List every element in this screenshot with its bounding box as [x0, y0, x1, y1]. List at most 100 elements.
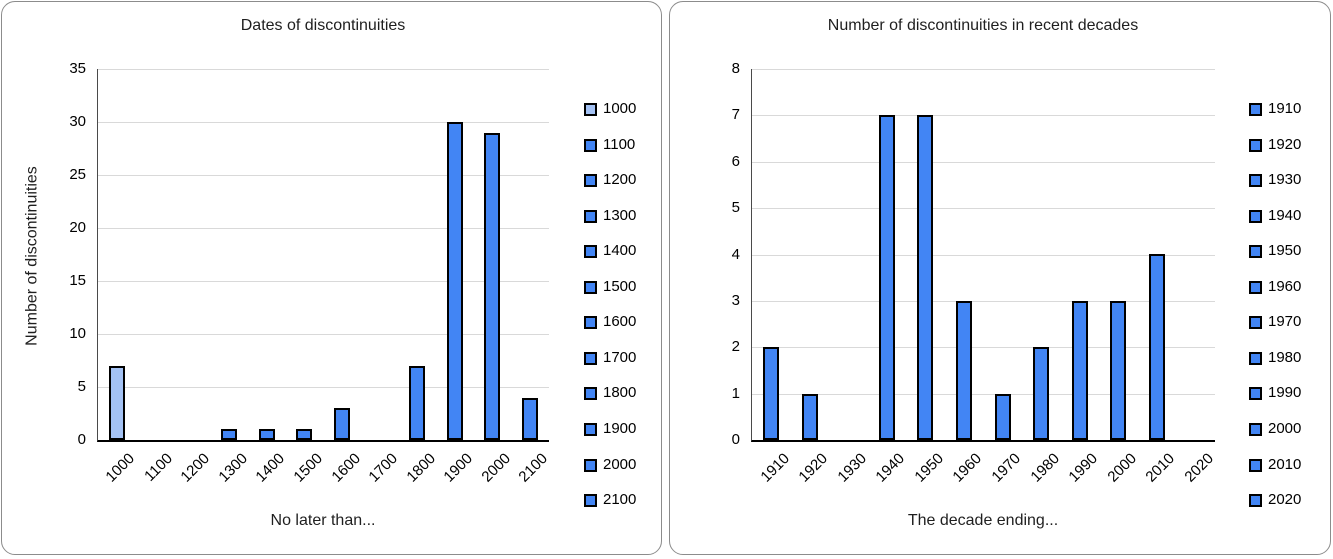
y-tick-label: 35 [69, 60, 86, 77]
legend-item-1700: 1700 [584, 348, 636, 368]
legend-swatch [1249, 102, 1262, 116]
chart-canvas: 0 5 10 15 20 25 30 35 1000 1100 1200 1300 1400 1500 16… [2, 2, 661, 554]
legend-label: 1500 [603, 278, 637, 295]
bar-2010 [1149, 254, 1165, 440]
legend-swatch [584, 244, 597, 258]
legend-swatch [584, 173, 597, 187]
chart-canvas: 0 1 2 3 4 5 6 7 8 1910 1920 1930 1940 1950 1960 1970 198… [670, 2, 1330, 554]
legend-swatch [584, 102, 597, 116]
legend-swatch [1249, 315, 1262, 329]
gridline [98, 281, 549, 282]
legend-label: 1700 [603, 349, 637, 366]
legend-label: 2100 [603, 491, 637, 508]
legend-label: 1930 [1268, 171, 1302, 188]
y-tick-label: 1 [731, 385, 740, 402]
legend-label: 1900 [603, 420, 637, 437]
bar-1300 [221, 429, 237, 440]
legend-label: 1100 [603, 136, 636, 153]
plot-area [751, 69, 1215, 442]
y-tick-label: 30 [69, 113, 86, 130]
x-axis-title: No later than... [270, 512, 376, 529]
legend-swatch [584, 458, 597, 472]
legend-swatch [584, 280, 597, 294]
legend-item-2020: 2020 [1249, 490, 1301, 510]
legend-swatch [584, 386, 597, 400]
gridline [752, 301, 1215, 302]
legend-swatch [584, 422, 597, 436]
bar-1970 [995, 394, 1011, 440]
y-tick-label: 10 [69, 325, 86, 342]
gridline [98, 228, 549, 229]
legend-item-1940: 1940 [1249, 206, 1301, 226]
chart-title: Dates of discontinuities [240, 17, 406, 34]
legend-label: 1910 [1268, 100, 1302, 117]
bar-1600 [334, 408, 350, 440]
legend-swatch [1249, 386, 1262, 400]
y-tick-label: 20 [69, 219, 86, 236]
bar-1000 [109, 366, 125, 440]
legend-swatch [584, 493, 597, 507]
bar-1800 [409, 366, 425, 440]
legend-item-1600: 1600 [584, 312, 636, 332]
bar-1400 [259, 429, 275, 440]
bar-1950 [917, 115, 933, 440]
legend-label: 1990 [1268, 384, 1302, 401]
legend-label: 1200 [603, 171, 637, 188]
gridline [752, 255, 1215, 256]
legend-label: 1940 [1268, 207, 1302, 224]
bar-1990 [1072, 301, 1088, 440]
gridline [98, 122, 549, 123]
legend-item-1300: 1300 [584, 206, 636, 226]
y-tick-label: 15 [69, 272, 86, 289]
gridline [98, 175, 549, 176]
legend-swatch [1249, 138, 1262, 152]
legend-label: 1980 [1268, 349, 1302, 366]
bar-1900 [447, 122, 463, 440]
legend-swatch [584, 315, 597, 329]
legend-swatch [584, 209, 597, 223]
y-tick-label: 0 [77, 431, 86, 448]
legend-label: 1800 [603, 384, 637, 401]
gridline [98, 69, 549, 70]
legend-item-1000: 1000 [584, 99, 636, 119]
legend-label: 1970 [1268, 313, 1302, 330]
legend-swatch [1249, 209, 1262, 223]
legend-swatch [1249, 173, 1262, 187]
legend-item-1910: 1910 [1249, 99, 1301, 119]
legend-swatch [584, 351, 597, 365]
y-tick-label: 7 [731, 106, 740, 123]
legend-label: 1950 [1268, 242, 1302, 259]
bar-1960 [956, 301, 972, 440]
y-tick-label: 5 [77, 378, 86, 395]
bar-1910 [763, 347, 779, 440]
legend-swatch [1249, 280, 1262, 294]
gridline [752, 394, 1215, 395]
legend-label: 1000 [603, 100, 637, 117]
legend-item-1930: 1930 [1249, 170, 1301, 190]
legend-label: 2020 [1268, 491, 1302, 508]
legend-label: 1600 [603, 313, 637, 330]
legend-swatch [1249, 244, 1262, 258]
gridline [98, 334, 549, 335]
legend-item-1900: 1900 [584, 419, 636, 439]
legend-item-1200: 1200 [584, 170, 636, 190]
legend-item-2010: 2010 [1249, 455, 1301, 475]
legend-item-1980: 1980 [1249, 348, 1301, 368]
y-tick-label: 0 [731, 431, 740, 448]
legend-swatch [1249, 493, 1262, 507]
legend-label: 2000 [1268, 420, 1302, 437]
y-tick-label: 5 [731, 199, 740, 216]
chart-card-dates-of-discontinuities[interactable]: Dates of discontinuities Number of disco… [1, 1, 662, 555]
legend-item-1100: 1100 [584, 135, 635, 155]
legend-label: 1960 [1268, 278, 1302, 295]
x-axis-title: The decade ending... [907, 512, 1059, 529]
legend-item-1500: 1500 [584, 277, 636, 297]
gridline [752, 162, 1215, 163]
chart-card-recent-decades[interactable]: Number of discontinuities in recent deca… [669, 1, 1331, 555]
y-tick-label: 3 [731, 292, 740, 309]
legend-swatch [1249, 458, 1262, 472]
gridline [752, 208, 1215, 209]
plot-area [97, 69, 549, 442]
bar-1940 [879, 115, 895, 440]
bar-2000 [1110, 301, 1126, 440]
